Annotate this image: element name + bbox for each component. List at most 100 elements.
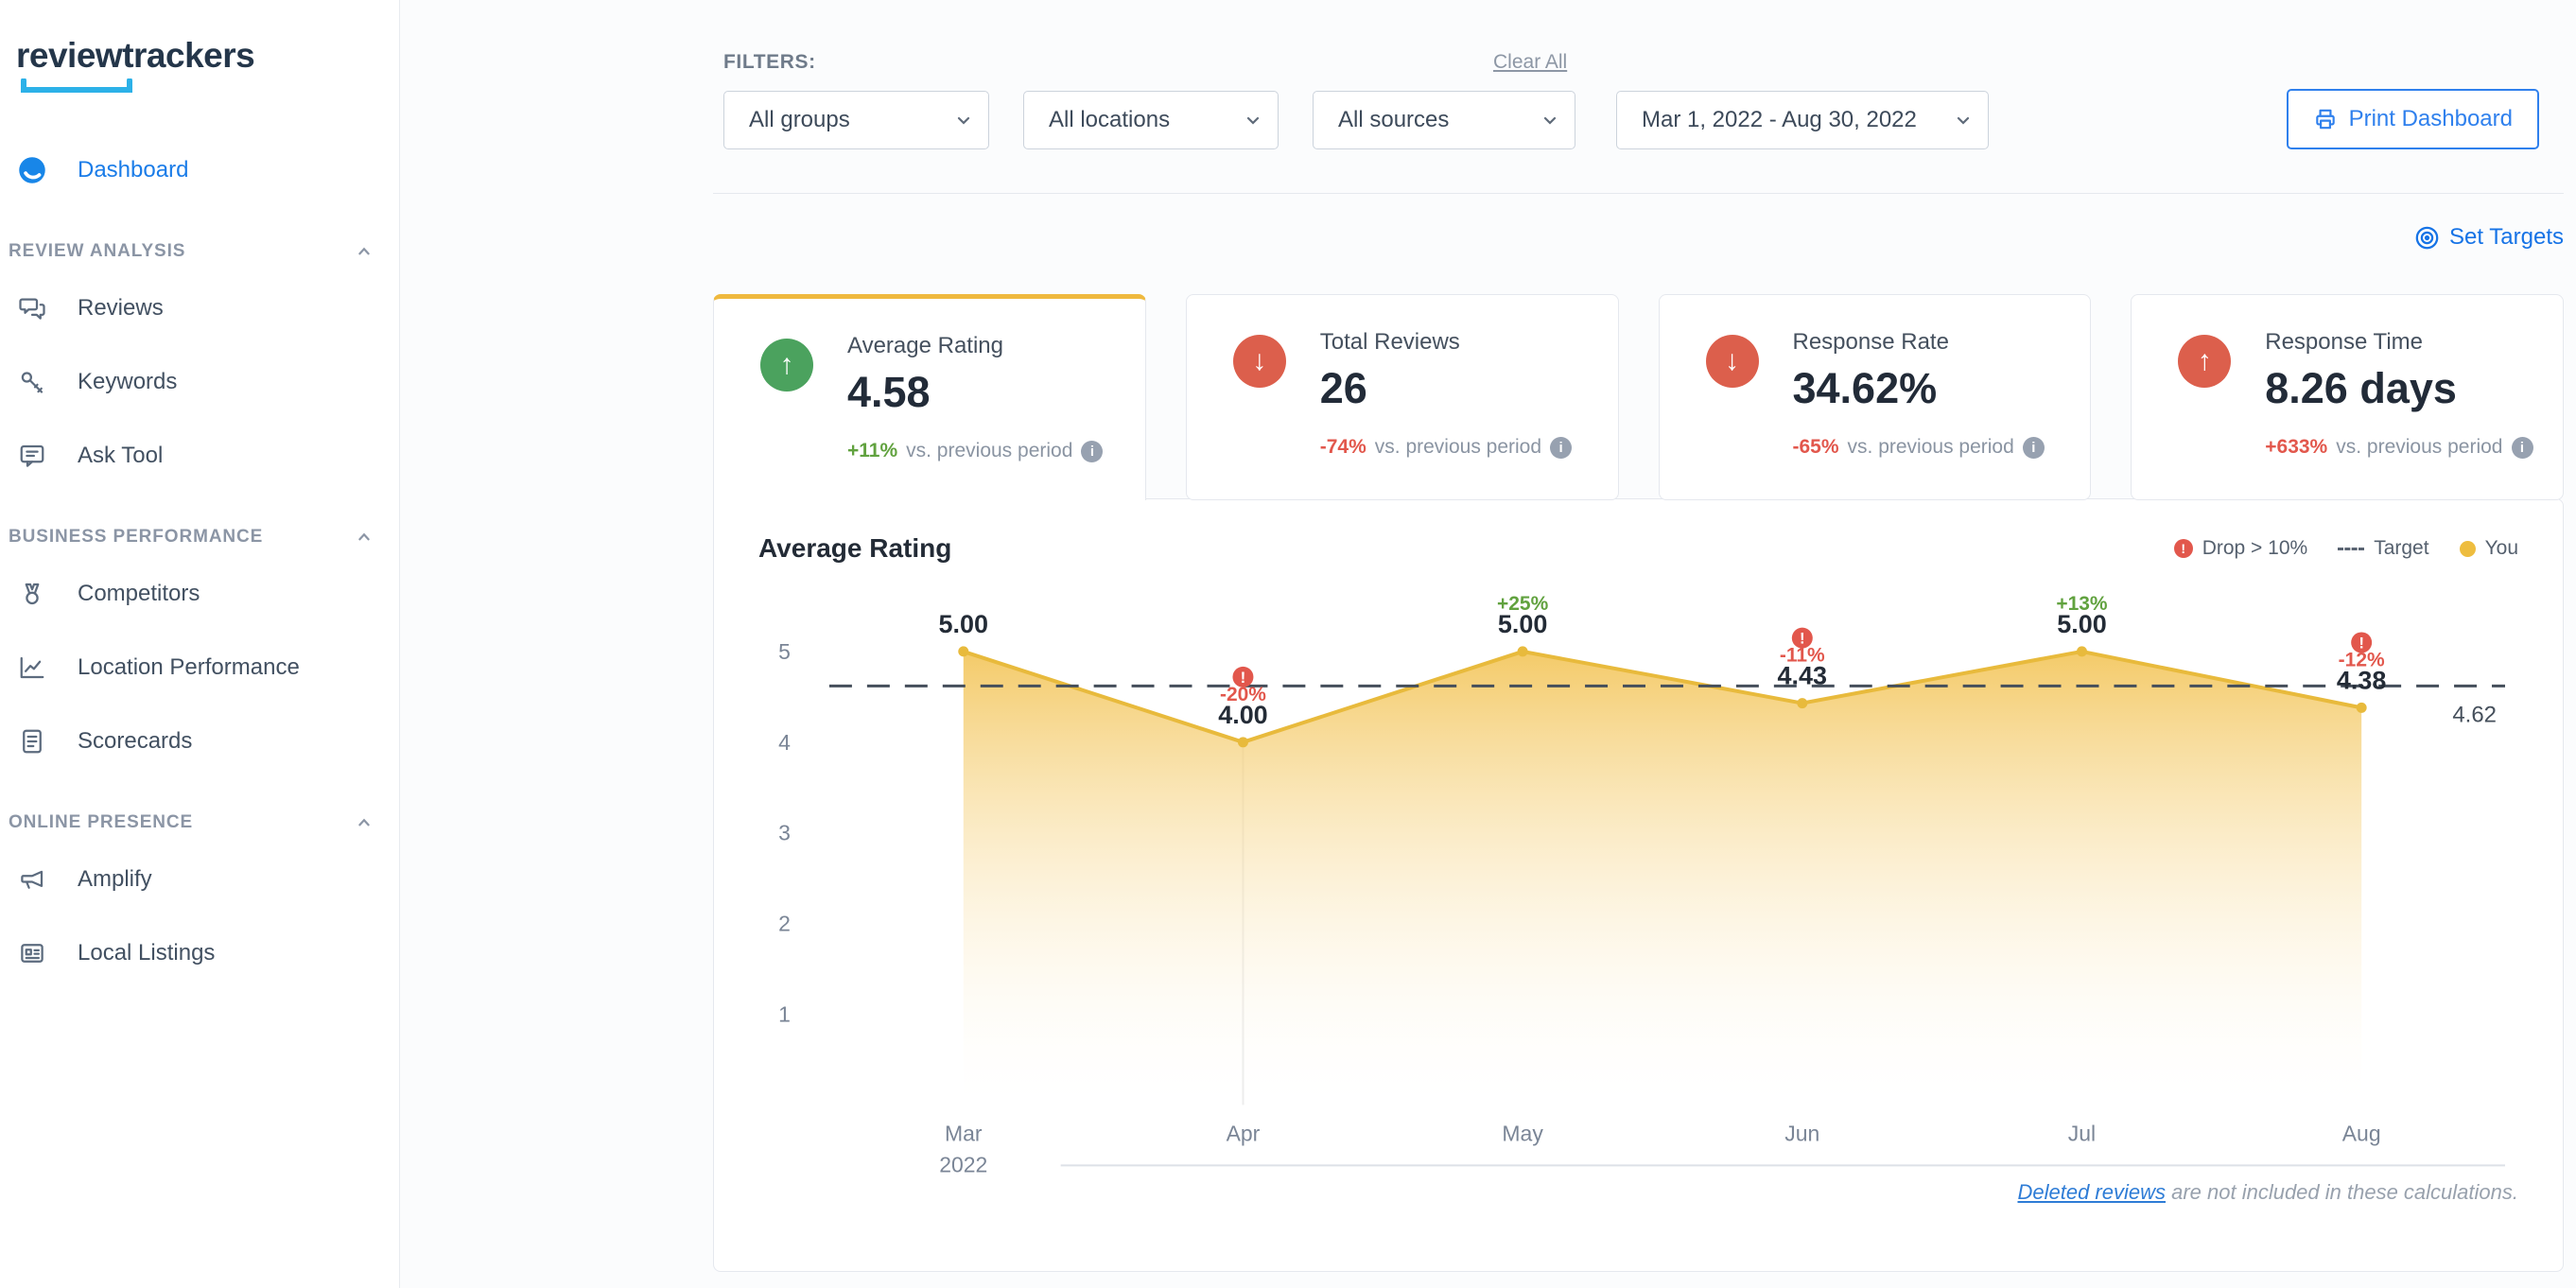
kpi-delta: +633% (2265, 436, 2328, 458)
section-title: BUSINESS PERFORMANCE (9, 527, 264, 547)
kpi-title: Response Time (2265, 329, 2423, 355)
sidebar-item-label: Keywords (78, 369, 178, 394)
clear-all-link[interactable]: Clear All (1493, 51, 1568, 73)
svg-text:-20%: -20% (1220, 684, 1266, 705)
kpi-title: Total Reviews (1319, 329, 1460, 355)
legend-drop: ! Drop > 10% (2173, 537, 2308, 560)
sidebar-item-label: Reviews (78, 295, 164, 321)
svg-text:4.43: 4.43 (1778, 662, 1828, 690)
local-listings-icon (17, 938, 47, 968)
sidebar-item-reviews[interactable]: Reviews (0, 271, 399, 345)
average-rating-chart: 543214.625.00Mar4.00-20%!Apr5.00+25%May4… (778, 593, 2506, 1176)
filters-label: FILTERS: (723, 51, 816, 73)
info-icon[interactable]: i (1081, 440, 1104, 462)
svg-text:May: May (1502, 1121, 1543, 1145)
chevron-up-icon (358, 818, 370, 827)
svg-text:-12%: -12% (2339, 649, 2385, 670)
kpi-delta: -65% (1792, 436, 1839, 458)
svg-text:Apr: Apr (1227, 1121, 1261, 1145)
sidebar-item-label: Local Listings (78, 940, 216, 966)
sidebar-item-label: Scorecards (78, 728, 193, 754)
kpi-card-response-time[interactable]: ↑ Response Time 8.26 days +633% vs. prev… (2131, 294, 2564, 500)
svg-text:!: ! (1241, 669, 1246, 687)
sidebar-item-keywords[interactable]: Keywords (0, 345, 399, 419)
kpi-arrow-icon: ↓ (1252, 345, 1267, 376)
chevron-down-icon (957, 116, 970, 125)
svg-text:5.00: 5.00 (2057, 610, 2107, 638)
sidebar-item-competitors[interactable]: Competitors (0, 557, 399, 631)
amplify-icon (17, 864, 47, 895)
sidebar-item-dashboard[interactable]: Dashboard (0, 133, 399, 207)
groups-dropdown-value: All groups (749, 107, 850, 132)
legend-you: You (2459, 537, 2518, 560)
section-review-analysis[interactable]: REVIEW ANALYSIS (0, 241, 399, 262)
sidebar-item-label: Competitors (78, 581, 200, 606)
section-business-performance[interactable]: BUSINESS PERFORMANCE (0, 527, 399, 548)
print-dashboard-button[interactable]: Print Dashboard (2286, 89, 2539, 149)
kpi-card-response-rate[interactable]: ↓ Response Rate 34.62% -65% vs. previous… (1658, 294, 2092, 500)
deleted-reviews-link[interactable]: Deleted reviews (2017, 1180, 2166, 1205)
dashed-line-icon (2338, 547, 2365, 550)
sidebar-item-location-performance[interactable]: Location Performance (0, 631, 399, 705)
svg-text:!: ! (1800, 630, 1805, 648)
kpi-title: Average Rating (847, 333, 1003, 358)
svg-text:1: 1 (778, 1001, 791, 1026)
sidebar: reviewtrackers Dashboard REVIEW ANALYSIS… (0, 0, 400, 1288)
groups-dropdown[interactable]: All groups (723, 91, 989, 149)
locations-dropdown[interactable]: All locations (1023, 91, 1279, 149)
kpi-arrow-icon: ↓ (1725, 345, 1739, 376)
kpi-card-average-rating[interactable]: ↑ Average Rating 4.58 +11% vs. previous … (713, 294, 1146, 500)
svg-text:4.00: 4.00 (1218, 701, 1268, 729)
kpi-row: ↑ Average Rating 4.58 +11% vs. previous … (713, 294, 2564, 500)
kpi-suffix: vs. previous period (1374, 436, 1542, 458)
keywords-icon (17, 367, 47, 397)
kpi-arrow-icon: ↑ (779, 349, 794, 380)
kpi-card-total-reviews[interactable]: ↓ Total Reviews 26 -74% vs. previous per… (1185, 294, 1619, 500)
dashboard-icon (17, 155, 47, 185)
kpi-icon-circle: ↑ (2178, 335, 2232, 388)
date-range-value: Mar 1, 2022 - Aug 30, 2022 (1642, 107, 1917, 132)
svg-text:4.62: 4.62 (2452, 702, 2497, 727)
kpi-value: 8.26 days (2265, 364, 2457, 412)
print-dashboard-label: Print Dashboard (2348, 106, 2513, 131)
average-rating-panel: Average Rating ! Drop > 10% Target You 5… (713, 498, 2564, 1273)
svg-text:2022: 2022 (939, 1152, 987, 1176)
date-range-dropdown[interactable]: Mar 1, 2022 - Aug 30, 2022 (1616, 91, 1989, 149)
sidebar-item-label: Location Performance (78, 654, 300, 680)
chart-footnote: Deleted reviews are not included in thes… (758, 1180, 2518, 1205)
kpi-suffix: vs. previous period (2336, 436, 2503, 458)
legend-label: Drop > 10% (2202, 537, 2308, 559)
legend-label: You (2484, 537, 2518, 559)
sidebar-item-amplify[interactable]: Amplify (0, 843, 399, 916)
kpi-icon-circle: ↓ (1705, 335, 1759, 388)
filters-bar: FILTERS: Clear All All groups All locati… (713, 51, 2564, 149)
svg-text:5: 5 (778, 639, 791, 664)
sources-dropdown[interactable]: All sources (1313, 91, 1575, 149)
svg-text:+25%: +25% (1497, 593, 1549, 615)
sidebar-item-scorecards[interactable]: Scorecards (0, 705, 399, 778)
svg-text:Mar: Mar (945, 1121, 983, 1145)
filters-divider (713, 193, 2564, 194)
sidebar-item-label: Dashboard (78, 157, 189, 183)
sources-dropdown-value: All sources (1338, 107, 1450, 132)
sidebar-item-local-listings[interactable]: Local Listings (0, 916, 399, 990)
svg-text:+13%: +13% (2056, 593, 2108, 615)
info-icon[interactable]: i (2511, 436, 2533, 459)
competitors-icon (17, 579, 47, 609)
brand-logo[interactable]: reviewtrackers (0, 30, 399, 97)
reviews-icon (17, 293, 47, 323)
target-icon (2415, 226, 2439, 249)
sidebar-item-ask-tool[interactable]: Ask Tool (0, 419, 399, 493)
chevron-down-icon (1957, 116, 1970, 125)
section-online-presence[interactable]: ONLINE PRESENCE (0, 812, 399, 833)
set-targets-link[interactable]: Set Targets (2414, 224, 2564, 251)
info-icon[interactable]: i (1550, 436, 1573, 459)
info-icon[interactable]: i (2022, 436, 2045, 459)
scorecards-icon (17, 726, 47, 757)
location-performance-icon (17, 653, 47, 683)
printer-icon (2315, 109, 2335, 130)
chart-legend: ! Drop > 10% Target You (2173, 537, 2518, 560)
kpi-value: 4.58 (847, 368, 931, 416)
locations-dropdown-value: All locations (1049, 107, 1171, 132)
alert-icon: ! (2173, 539, 2193, 558)
